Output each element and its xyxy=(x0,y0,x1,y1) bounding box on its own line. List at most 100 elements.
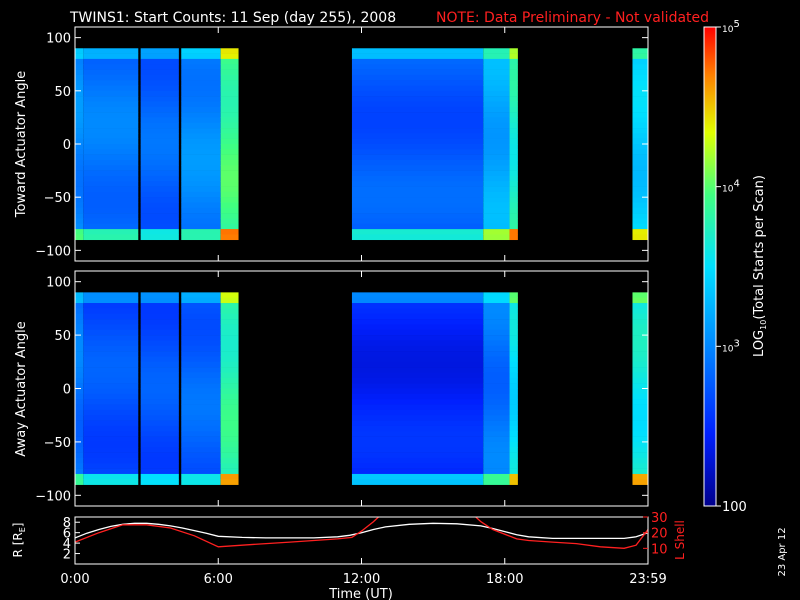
heatmap-cell xyxy=(181,96,221,102)
heatmap-cell xyxy=(351,159,484,166)
heatmap-cell xyxy=(140,329,179,336)
y-tick-label: 4 xyxy=(63,537,71,552)
heatmap-cell xyxy=(75,229,84,235)
y-tick-label: 30 xyxy=(651,511,668,526)
heatmap-cell xyxy=(483,345,510,352)
heatmap-cell xyxy=(83,53,139,60)
heatmap-cell xyxy=(220,425,239,432)
heatmap-cell xyxy=(351,186,484,193)
heatmap-cell xyxy=(509,361,518,368)
heatmap-cell xyxy=(632,447,648,453)
heatmap-cell xyxy=(351,117,484,124)
heatmap-cell xyxy=(351,85,484,92)
heatmap-cell xyxy=(140,106,179,113)
heatmap-cell xyxy=(351,409,484,416)
heatmap-cell xyxy=(483,191,510,198)
heatmap-cell xyxy=(509,191,518,198)
heatmap-cell xyxy=(220,181,239,187)
heatmap-cell xyxy=(181,133,221,139)
heatmap-cell xyxy=(83,117,139,124)
heatmap-cell xyxy=(140,404,179,411)
heatmap-cell xyxy=(351,69,484,76)
heatmap-cell xyxy=(140,149,179,155)
colorbar-tick-label: 100 xyxy=(722,500,747,515)
orbit-series-lines xyxy=(75,517,648,549)
heatmap-cell xyxy=(632,372,648,379)
heatmap-cell xyxy=(181,202,221,209)
heatmap-cell xyxy=(83,80,139,86)
heatmap-cell xyxy=(220,229,239,235)
heatmap-cell xyxy=(509,377,518,384)
heatmap-cell xyxy=(140,85,179,92)
away-y-axis-label: Away Actuator Angle xyxy=(14,321,29,456)
heatmap-cell xyxy=(181,234,221,241)
heatmap-cell xyxy=(140,340,179,347)
heatmap-cell xyxy=(483,74,510,81)
heatmap-cell xyxy=(351,367,484,373)
heatmap-cell xyxy=(181,229,221,235)
heatmap-cell xyxy=(632,144,648,150)
heatmap-cell xyxy=(181,345,221,352)
heatmap-cell xyxy=(75,319,84,325)
colorbar-label: LOG10(Total Starts per Scan) xyxy=(752,175,768,357)
heatmap-cell xyxy=(632,53,648,60)
heatmap-cell xyxy=(632,377,648,384)
heatmap-cell xyxy=(140,372,179,379)
heatmap-cell xyxy=(509,292,518,299)
heatmap-cell xyxy=(83,292,139,299)
heatmap-cell xyxy=(220,106,239,113)
heatmap-cell xyxy=(509,213,518,219)
heatmap-cell xyxy=(632,367,648,373)
heatmap-cell xyxy=(75,303,84,309)
heatmap-cell xyxy=(509,457,518,464)
heatmap-cell xyxy=(509,207,518,214)
heatmap-cell xyxy=(75,399,84,405)
heatmap-cell xyxy=(509,340,518,347)
heatmap-cell xyxy=(632,404,648,411)
heatmap-cell xyxy=(632,473,648,480)
heatmap-cell xyxy=(351,404,484,411)
heatmap-cell xyxy=(483,159,510,166)
orbit-right-y-axis-label: L Shell xyxy=(673,520,687,560)
heatmap-cell xyxy=(483,329,510,336)
heatmap-cell xyxy=(83,213,139,219)
heatmap-cell xyxy=(509,159,518,166)
heatmap-cell xyxy=(75,122,84,129)
heatmap-cell xyxy=(140,457,179,464)
heatmap-cell xyxy=(351,308,484,315)
heatmap-cell xyxy=(83,308,139,315)
heatmap-cell xyxy=(75,441,84,448)
heatmap-cell xyxy=(220,452,239,459)
heatmap-cell xyxy=(75,388,84,395)
heatmap-cell xyxy=(220,58,239,65)
heatmap-cell xyxy=(220,154,239,161)
heatmap-cell xyxy=(75,48,84,54)
heatmap-cell xyxy=(483,112,510,118)
heatmap-cell xyxy=(632,393,648,400)
heatmap-cell xyxy=(181,69,221,76)
heatmap-cell xyxy=(75,308,84,315)
heatmap-cell xyxy=(509,436,518,443)
heatmap-cell xyxy=(483,223,510,230)
heatmap-cell xyxy=(75,96,84,102)
heatmap-cell xyxy=(181,420,221,427)
heatmap-cell xyxy=(220,335,239,341)
heatmap-cell xyxy=(483,234,510,241)
colorbar-tick-label: 104 xyxy=(722,179,740,195)
heatmap-cell xyxy=(632,463,648,469)
heatmap-cell xyxy=(181,447,221,453)
heatmap-cell xyxy=(75,53,84,60)
x-tick-label: 12:00 xyxy=(343,572,380,587)
heatmap-cell xyxy=(75,138,84,145)
heatmap-cell xyxy=(351,96,484,102)
heatmap-cell xyxy=(351,420,484,427)
heatmap-cell xyxy=(220,48,239,54)
heatmap-cell xyxy=(632,207,648,214)
heatmap-cell xyxy=(75,340,84,347)
heatmap-cell xyxy=(220,383,239,389)
heatmap-cell xyxy=(483,372,510,379)
footer-date: 23 Apr 12 xyxy=(777,527,788,576)
heatmap-cell xyxy=(351,133,484,139)
heatmap-cell xyxy=(632,80,648,86)
